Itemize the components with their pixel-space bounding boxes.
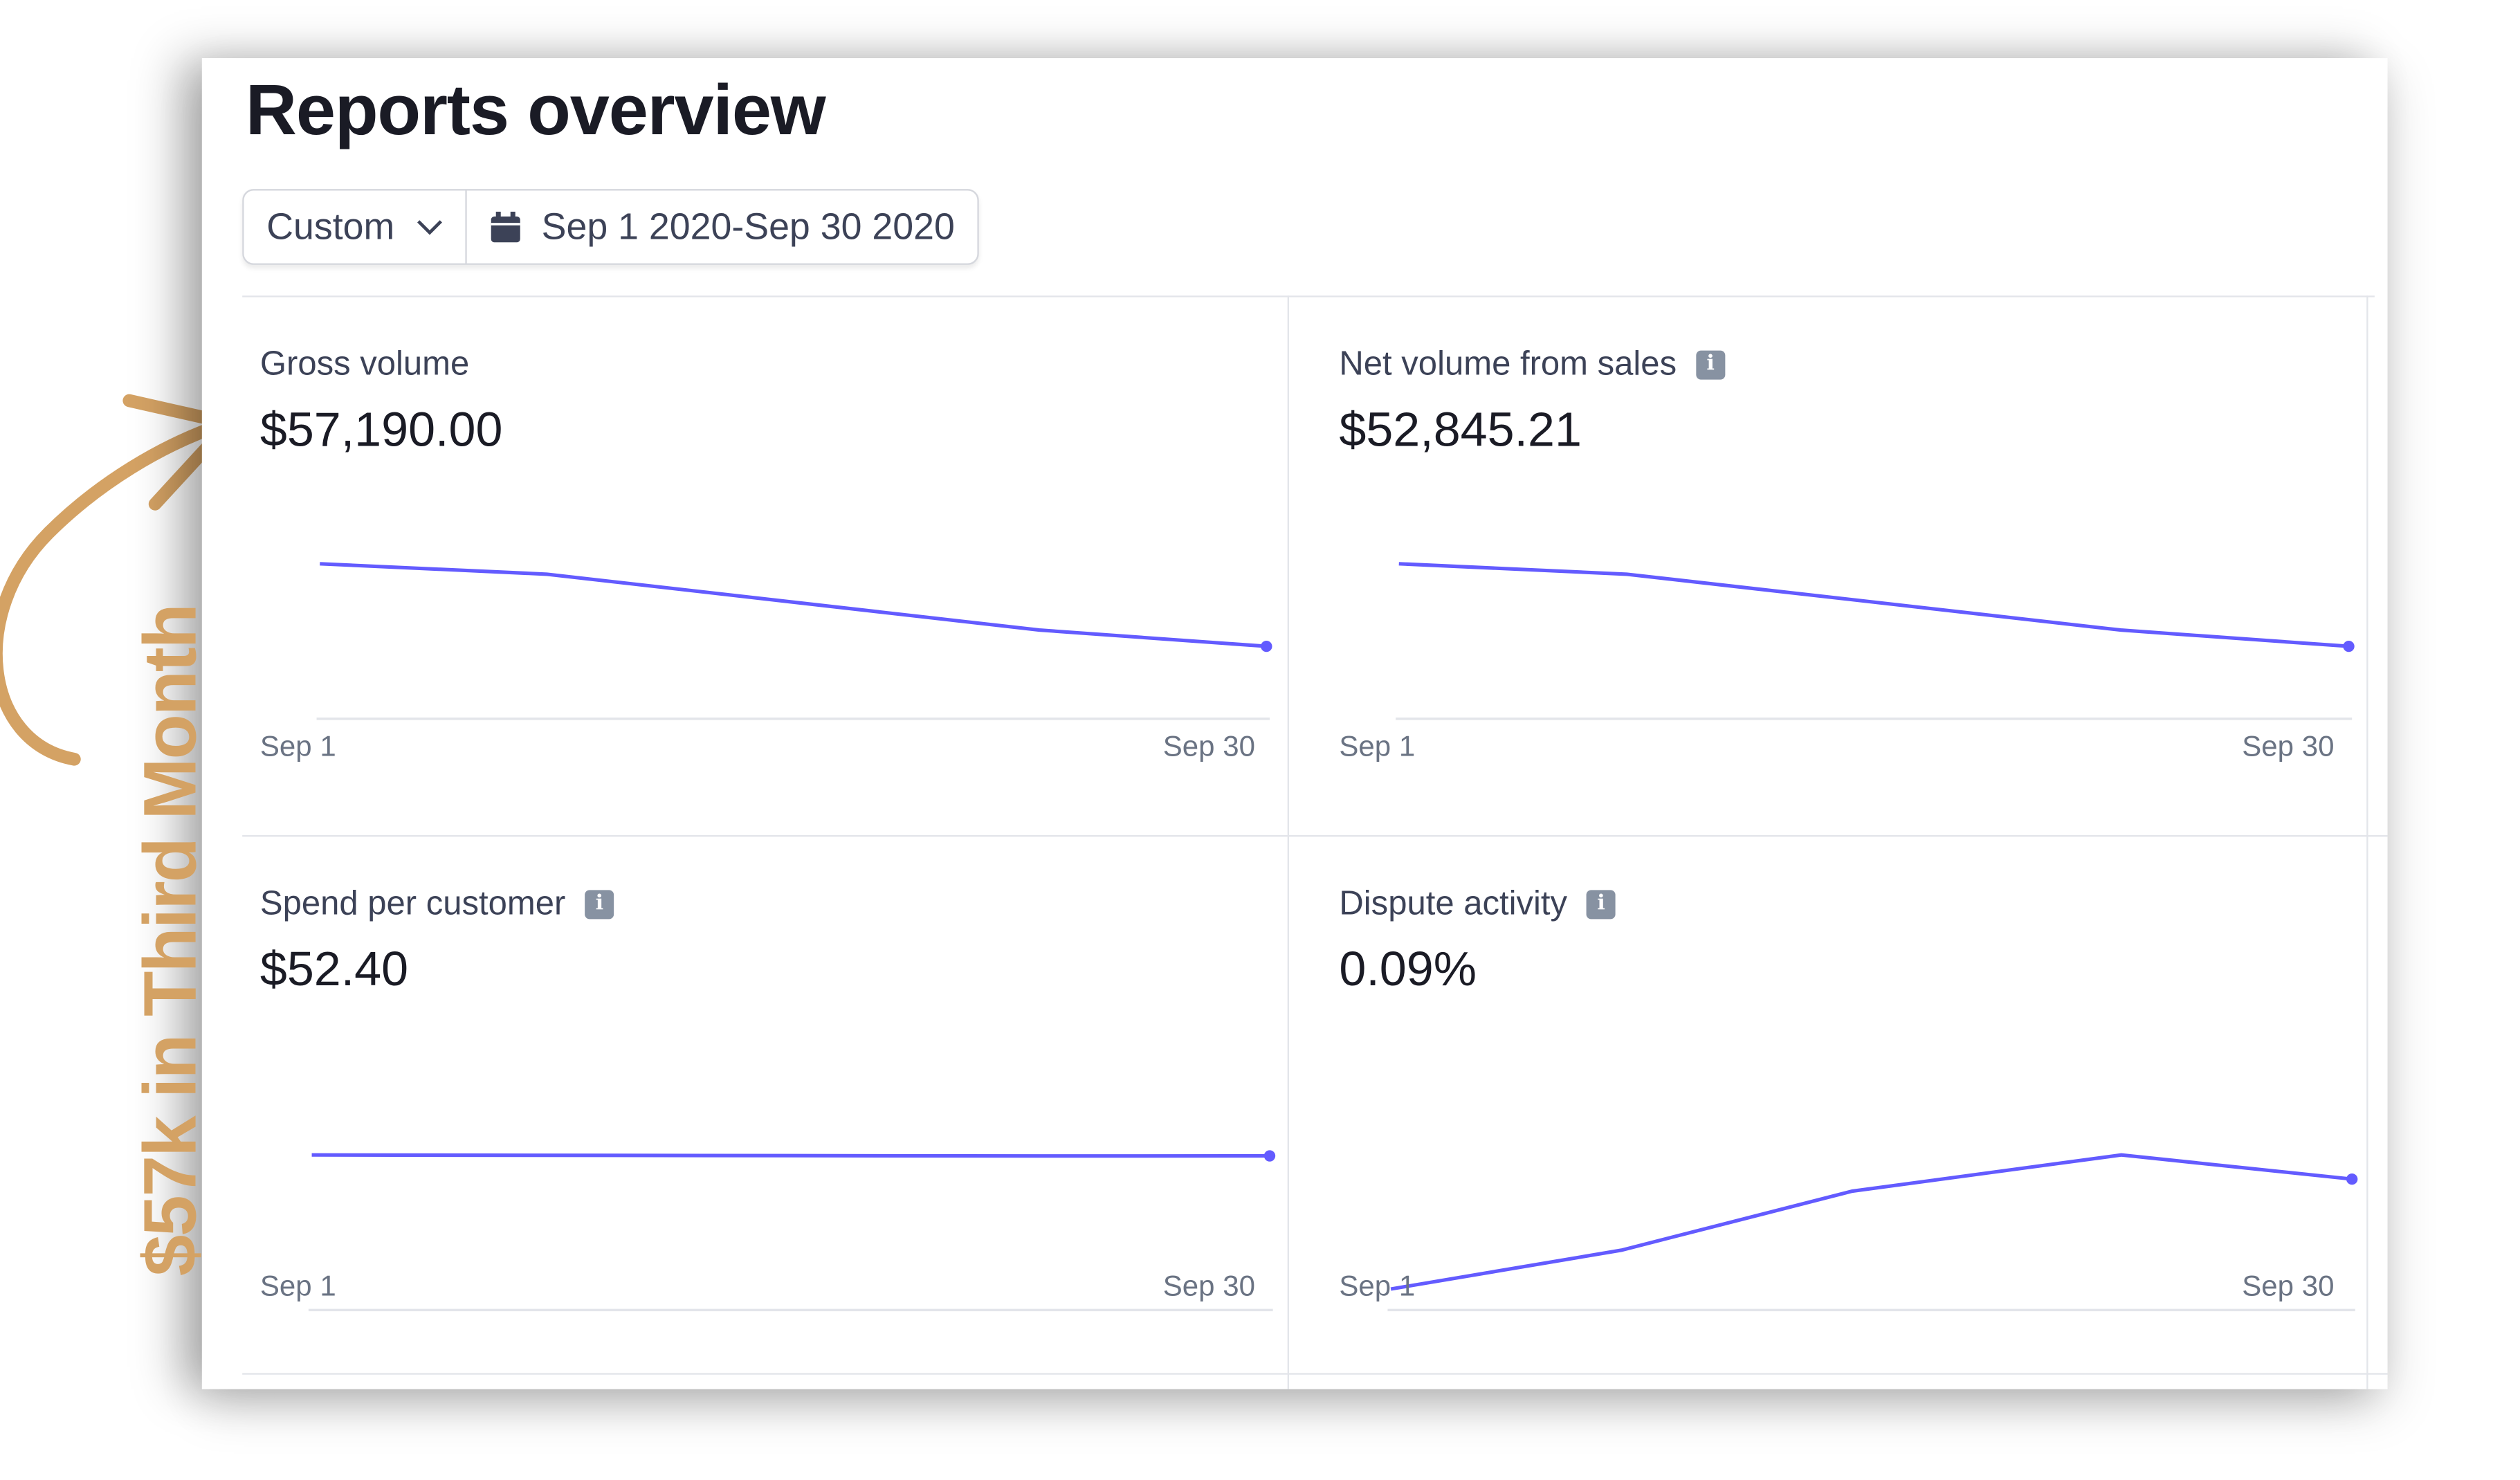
sparkline-chart [1396,562,2355,720]
annotation-text: $57k in Third Month [127,605,212,1277]
data-point[interactable] [1261,640,1272,652]
metric-label: Dispute activity i [1339,885,1616,924]
metric-panel[interactable]: Spend per customer i $52.40 Sep 1 Sep 30 [242,837,1287,1374]
metric-value: $57,190.00 [259,403,503,457]
metric-label: Gross volume [260,346,469,385]
sparkline-chart [308,1150,1276,1312]
calendar-icon [491,210,521,242]
x-tick-label: Sep 1 [259,730,336,762]
divider [242,295,2375,298]
data-point[interactable] [2343,640,2355,652]
metric-label-text: Net volume from sales [1339,345,1677,383]
date-range-label: Sep 1 2020-Sep 30 2020 [541,205,955,248]
metric-value: 0.09% [1339,943,1477,997]
metric-label: Net volume from sales i [1339,345,1726,385]
data-point[interactable] [1263,1150,1276,1162]
metric-panel[interactable]: Dispute activity i 0.09% Sep 1 Sep 30 [1322,837,2366,1374]
x-tick-label: Sep 1 [259,1269,336,1302]
x-tick-label: Sep 1 [1339,730,1416,762]
metric-value: $52.40 [259,943,409,997]
reports-card: Reports overview Custom Sep 1 2020-Sep 3… [201,58,2388,1389]
info-icon[interactable]: i [1587,890,1616,920]
x-tick-label: Sep 30 [2242,730,2335,762]
sparkline-chart [316,562,1272,720]
divider [1287,295,1290,1389]
page-title: Reports overview [245,71,826,151]
divider [2366,295,2368,1389]
metric-label-text: Dispute activity [1339,885,1568,923]
metric-label: Spend per customer i [260,885,614,924]
x-tick-label: Sep 30 [2242,1269,2335,1302]
date-range-button[interactable]: Sep 1 2020-Sep 30 2020 [467,190,977,263]
x-tick-label: Sep 30 [1162,730,1255,762]
data-point[interactable] [2346,1173,2358,1185]
info-icon[interactable]: i [585,890,614,920]
metric-panel[interactable]: Gross volume $57,190.00 Sep 1 Sep 30 [242,298,1287,835]
divider [242,1373,2388,1375]
preset-label: Custom [266,205,395,248]
series-line [1390,1153,2353,1291]
divider [242,834,2388,837]
x-tick-label: Sep 30 [1162,1269,1255,1302]
metric-value: $52,845.21 [1339,403,1582,457]
metric-label-text: Spend per customer [259,885,566,923]
date-filter: Custom Sep 1 2020-Sep 30 2020 [242,189,979,265]
metric-label-text: Gross volume [259,345,470,383]
series-line [1398,562,2349,648]
sparkline-chart [1387,1153,2358,1312]
preset-dropdown[interactable]: Custom [244,190,468,264]
metric-panel[interactable]: Net volume from sales i $52,845.21 Sep 1 … [1322,298,2366,835]
chevron-down-icon [417,219,443,235]
info-icon[interactable]: i [1696,350,1726,380]
series-line [320,562,1267,648]
x-tick-label: Sep 1 [1339,1269,1416,1302]
